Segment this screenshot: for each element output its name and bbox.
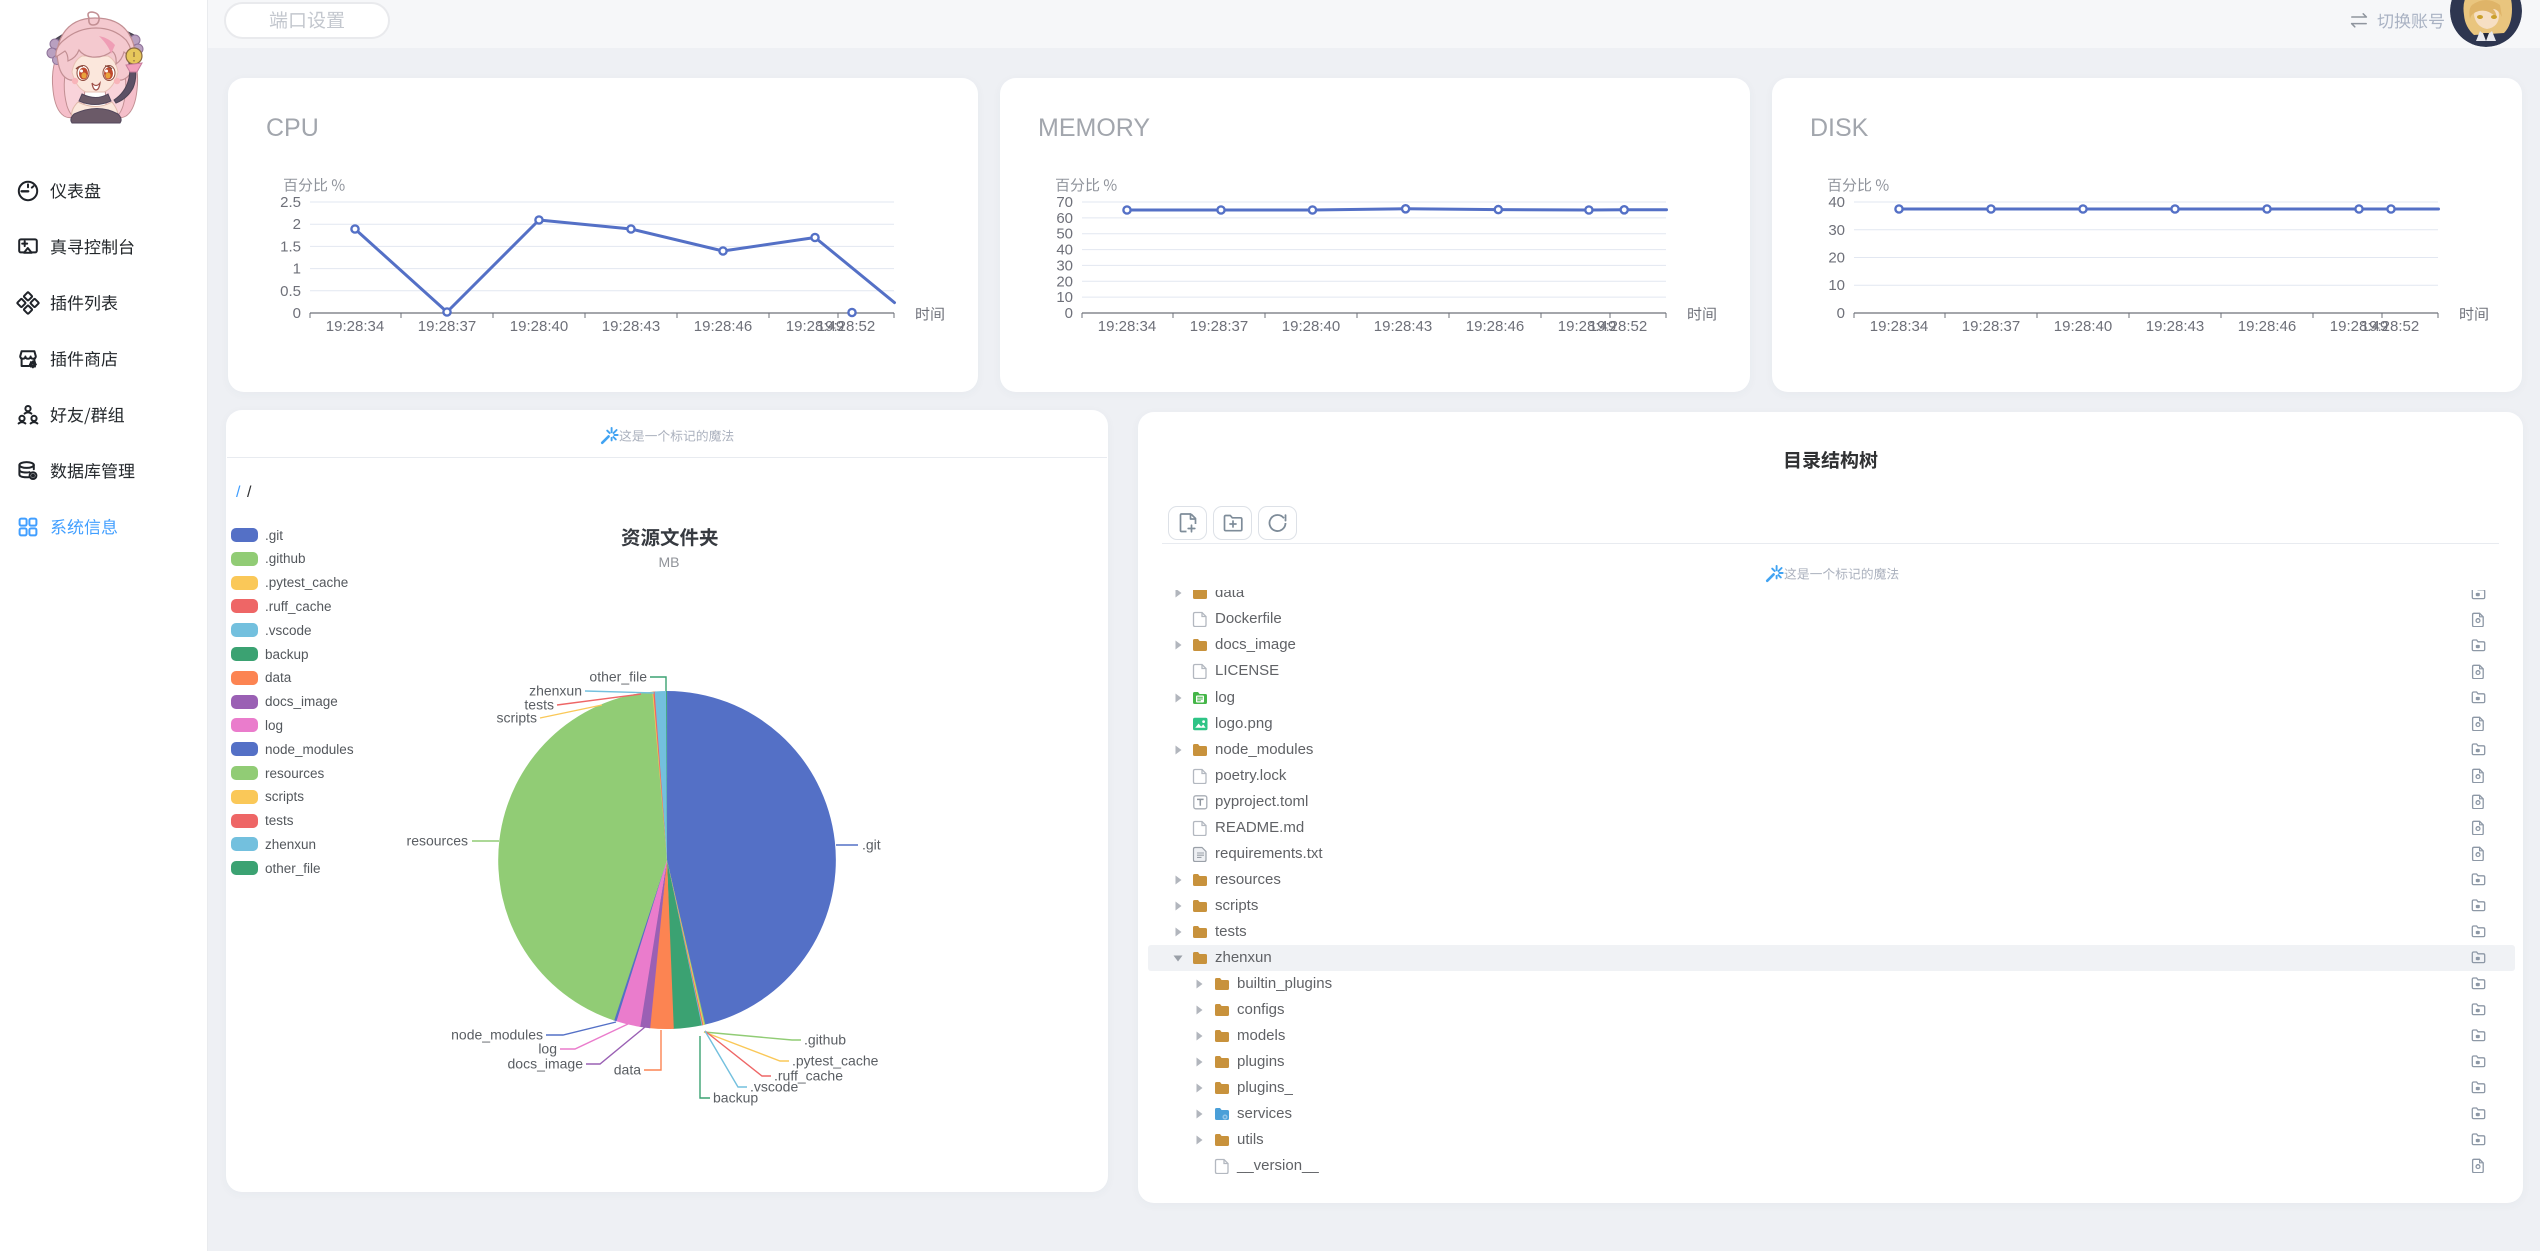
svg-text:19:28:43: 19:28:43 [1374, 318, 1432, 335]
svg-text:30: 30 [1056, 257, 1073, 274]
svg-text:.git: .git [862, 837, 881, 853]
svg-text:node_modules: node_modules [451, 1027, 543, 1043]
svg-text:2: 2 [293, 216, 301, 233]
svg-text:zhenxun: zhenxun [529, 683, 582, 699]
svg-text:0: 0 [1065, 305, 1073, 322]
svg-text:tests: tests [524, 697, 554, 713]
svg-text:19:28:46: 19:28:46 [694, 318, 752, 335]
svg-text:.github: .github [804, 1032, 846, 1048]
svg-text:resources: resources [407, 833, 468, 849]
svg-text:other_file: other_file [589, 669, 647, 685]
svg-text:1.5: 1.5 [280, 238, 301, 255]
svg-text:19:28:49: 19:28:49 [786, 318, 844, 335]
svg-text:log: log [538, 1041, 557, 1057]
svg-text:19:28:49: 19:28:49 [1558, 318, 1616, 335]
svg-text:19:28:46: 19:28:46 [1466, 318, 1524, 335]
svg-text:19:28:49: 19:28:49 [2330, 318, 2388, 335]
svg-text:19:28:43: 19:28:43 [602, 318, 660, 335]
svg-text:1: 1 [293, 261, 301, 278]
svg-text:0: 0 [1837, 305, 1845, 322]
svg-text:19:28:37: 19:28:37 [1190, 318, 1248, 335]
svg-text:19:28:52: 19:28:52 [1589, 318, 1647, 335]
svg-text:19:28:46: 19:28:46 [2238, 318, 2296, 335]
svg-text:19:28:34: 19:28:34 [326, 318, 384, 335]
svg-text:19:28:37: 19:28:37 [418, 318, 476, 335]
svg-text:docs_image: docs_image [508, 1056, 584, 1072]
svg-text:70: 70 [1056, 194, 1073, 211]
svg-text:backup: backup [713, 1090, 758, 1106]
svg-text:30: 30 [1828, 222, 1845, 239]
svg-text:19:28:52: 19:28:52 [817, 318, 875, 335]
svg-text:40: 40 [1828, 194, 1845, 211]
svg-text:20: 20 [1828, 249, 1845, 266]
svg-text:10: 10 [1056, 289, 1073, 306]
svg-text:10: 10 [1828, 277, 1845, 294]
svg-text:19:28:52: 19:28:52 [2361, 318, 2419, 335]
svg-text:.vscode: .vscode [750, 1079, 798, 1095]
svg-text:40: 40 [1056, 242, 1073, 259]
svg-text:20: 20 [1056, 273, 1073, 290]
svg-text:0: 0 [293, 305, 301, 322]
svg-text:.pytest_cache: .pytest_cache [792, 1053, 879, 1069]
svg-text:data: data [614, 1062, 641, 1078]
svg-text:19:28:40: 19:28:40 [1282, 318, 1340, 335]
svg-text:19:28:43: 19:28:43 [2146, 318, 2204, 335]
svg-text:19:28:37: 19:28:37 [1962, 318, 2020, 335]
svg-text:19:28:40: 19:28:40 [2054, 318, 2112, 335]
svg-text:50: 50 [1056, 226, 1073, 243]
svg-text:60: 60 [1056, 210, 1073, 227]
svg-text:.ruff_cache: .ruff_cache [774, 1068, 843, 1084]
svg-text:19:28:40: 19:28:40 [510, 318, 568, 335]
svg-text:2.5: 2.5 [280, 194, 301, 211]
svg-text:19:28:34: 19:28:34 [1870, 318, 1928, 335]
svg-text:scripts: scripts [497, 710, 537, 726]
svg-text:19:28:34: 19:28:34 [1098, 318, 1156, 335]
svg-text:0.5: 0.5 [280, 283, 301, 300]
